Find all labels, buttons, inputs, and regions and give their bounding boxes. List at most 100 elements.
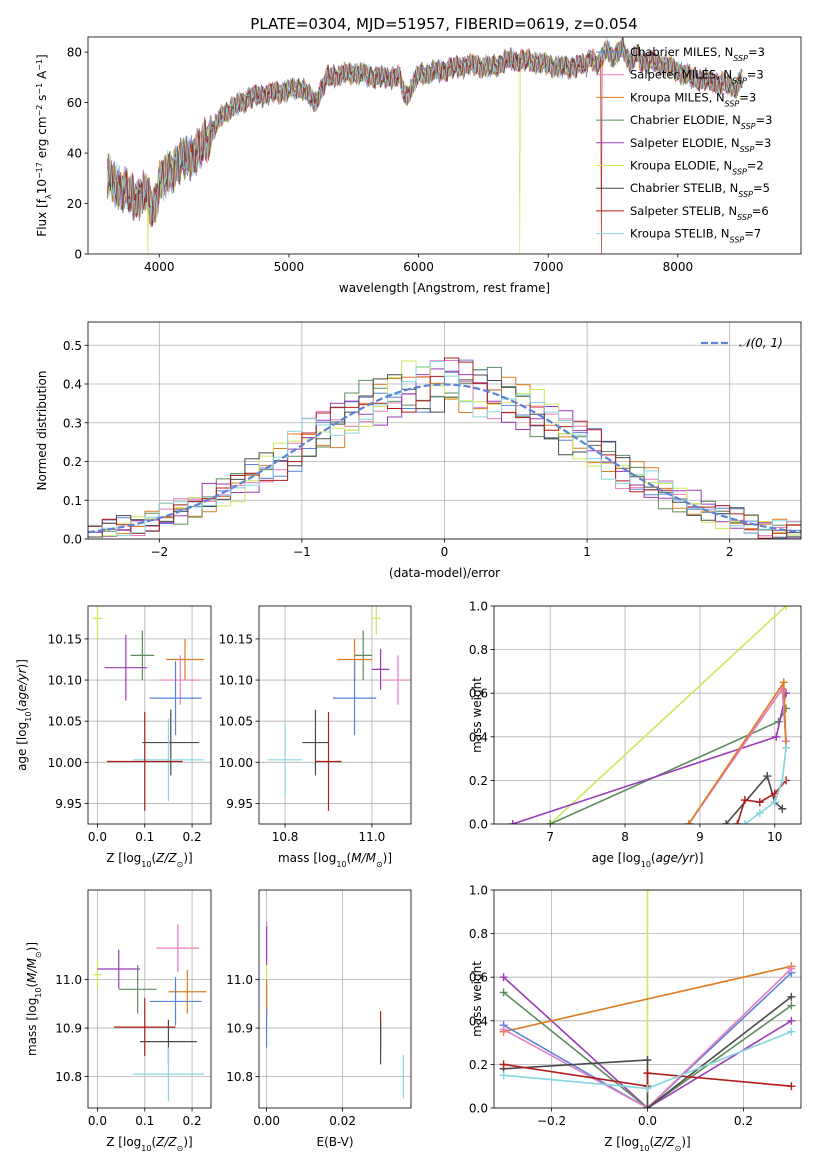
mass-weight-marker — [546, 820, 555, 824]
x-tick-label: 0.2 — [183, 830, 202, 844]
mass-weight-marker — [643, 1056, 652, 1065]
mass-weight-line — [549, 708, 787, 824]
legend-label: Salpeter STELIB, NSSP=6 — [630, 204, 769, 222]
x-tick-label: 7000 — [533, 260, 564, 274]
legend-label: Kroupa ELODIE, NSSP=2 — [630, 159, 764, 177]
y-tick-label: 0.6 — [469, 687, 488, 701]
weight-vs-age-panel: 7 8 9 10 0.0 0.2 0.4 0.6 0.8 1.0 age [log10(age/yr… — [469, 600, 802, 869]
y-tick-label: 1.0 — [469, 884, 488, 898]
x-tick-label: 4000 — [144, 260, 175, 274]
legend-label: Kroupa MILES, NSSP=3 — [630, 90, 756, 108]
mass-weight-marker — [787, 964, 796, 973]
x-tick-label: 0.00 — [253, 1114, 280, 1128]
figure-title: PLATE=0304, MJD=51957, FIBERID=0619, z=0… — [250, 15, 637, 33]
x-tick-label: 1 — [583, 545, 591, 559]
y-tick-label: 0.4 — [63, 378, 82, 392]
mass-weight-line — [503, 991, 792, 1108]
y-tick-label: 80 — [67, 46, 82, 60]
mass-weight-marker — [778, 776, 787, 785]
y-tick-label: 0.1 — [63, 494, 82, 508]
mass-weight-marker — [684, 820, 693, 824]
x-tick-label: 5000 — [274, 260, 305, 274]
mass-weight-marker — [508, 820, 517, 824]
x-tick-label: 0.0 — [88, 830, 107, 844]
mass-weight-line — [549, 606, 787, 824]
x-tick-label: 0.0 — [638, 1114, 657, 1128]
y-tick-label: 20 — [67, 197, 82, 211]
mass-weight-marker — [740, 820, 749, 824]
mass-weight-marker — [499, 988, 508, 997]
y-tick-label: 0.0 — [63, 533, 82, 547]
mass-weight-marker — [770, 798, 779, 807]
mass-vs-metallicity-panel: 0.0 0.1 0.2 10.8 10.9 11.0 Z [log10(Z/Z⊙)] mass… — [25, 889, 212, 1153]
x-tick-label: 8 — [621, 830, 629, 844]
y-tick-label: 0.2 — [469, 1058, 488, 1072]
y-axis-label: mass [log10(M/M⊙)] — [25, 942, 43, 1056]
x-tick-label: 0 — [441, 545, 449, 559]
y-tick-label: 40 — [67, 147, 82, 161]
mass-weight-marker — [740, 796, 749, 805]
mass-weight-marker — [733, 820, 742, 824]
x-axis-label: E(B-V) — [316, 1135, 353, 1149]
y-tick-label: 10.8 — [226, 1070, 253, 1084]
y-axis-label: mass weight — [470, 961, 484, 1037]
axes-frame — [87, 36, 802, 255]
plot-area — [92, 923, 207, 1101]
x-tick-label: 0.2 — [734, 1114, 753, 1128]
x-tick-label: 8000 — [663, 260, 694, 274]
y-tick-label: 10.05 — [48, 715, 82, 729]
y-tick-label: 10.00 — [219, 756, 253, 770]
age-vs-mass-panel: 10.8 11.0 9.95 10.00 10.05 10.10 10.15 mass [lo… — [219, 605, 412, 869]
y-tick-label: 1.0 — [469, 600, 488, 614]
x-tick-label: 0.0 — [88, 1114, 107, 1128]
plot-area — [88, 357, 801, 539]
y-axis-label: age [log10(age/yr)] — [15, 659, 33, 771]
x-tick-label: 10 — [767, 830, 782, 844]
y-tick-label: 60 — [67, 96, 82, 110]
y-tick-label: 0.0 — [469, 1102, 488, 1116]
x-tick-label: 11.0 — [359, 830, 386, 844]
y-tick-label: 10.8 — [55, 1070, 82, 1084]
x-tick-label: 10.8 — [272, 830, 299, 844]
mass-weight-marker — [787, 1016, 796, 1025]
mass-weight-marker — [787, 1001, 796, 1010]
x-tick-label: 0.1 — [135, 830, 154, 844]
x-tick-label: 6000 — [403, 260, 434, 274]
mass-weight-marker — [772, 732, 781, 741]
x-axis-label: Z [log10(Z/Z⊙)] — [604, 1135, 690, 1153]
y-tick-label: 0.5 — [63, 339, 82, 353]
y-tick-label: 11.0 — [226, 973, 253, 987]
mass-weight-marker — [787, 992, 796, 1001]
y-tick-label: 10.10 — [219, 674, 253, 688]
spectrum-line — [107, 37, 743, 223]
axes-frame — [493, 605, 802, 825]
y-tick-label: 0.4 — [469, 1014, 488, 1028]
mass-weight-line — [503, 972, 792, 1108]
mass-weight-marker — [499, 973, 508, 982]
mass-weight-marker — [643, 1104, 652, 1108]
y-tick-label: 0.4 — [469, 730, 488, 744]
mass-weight-line — [512, 693, 787, 824]
mass-weight-marker — [643, 890, 652, 894]
y-tick-label: 0.0 — [469, 818, 488, 832]
y-tick-label: 0.2 — [63, 455, 82, 469]
y-tick-label: 0.3 — [63, 416, 82, 430]
x-axis-label: Z [log10(Z/Z⊙)] — [106, 1135, 192, 1153]
mass-weight-marker — [643, 1084, 652, 1093]
legend-label: Salpeter ELODIE, NSSP=3 — [630, 136, 771, 154]
y-axis-label: mass weight — [470, 677, 484, 753]
mass-weight-marker — [779, 678, 788, 687]
y-tick-label: 10.15 — [48, 632, 82, 646]
axes-frame — [87, 321, 802, 540]
mass-weight-marker — [763, 772, 772, 781]
mass-weight-marker — [782, 606, 791, 610]
legend-label: Kroupa STELIB, NSSP=7 — [630, 227, 761, 245]
axes-frame — [258, 889, 412, 1109]
y-tick-label: 10.9 — [55, 1022, 82, 1036]
x-tick-label: 0.1 — [135, 1114, 154, 1128]
mass-weight-line — [503, 965, 792, 1033]
legend-label: Chabrier STELIB, NSSP=5 — [630, 181, 770, 199]
mass-vs-ebv-panel: 0.00 0.02 10.8 10.9 11.0 E(B-V) — [226, 889, 412, 1149]
plot-area — [266, 921, 404, 1099]
